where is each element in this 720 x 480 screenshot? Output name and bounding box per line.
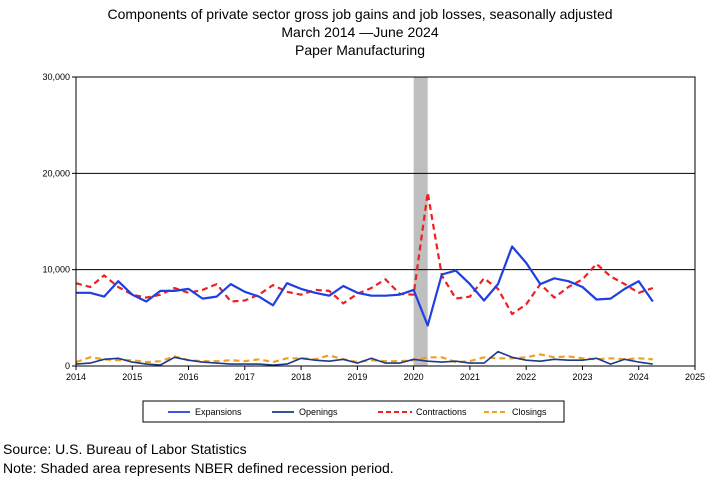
source-note: Source: U.S. Bureau of Labor Statistics — [3, 441, 247, 457]
recession-shading — [413, 77, 428, 366]
series-line-contractions — [75, 191, 654, 316]
legend-item-expansions: Expansions — [168, 407, 242, 417]
recession-note: Note: Shaded area represents NBER define… — [3, 460, 394, 476]
legend-label-openings: Openings — [299, 407, 338, 417]
x-tick-label: 2022 — [516, 372, 536, 382]
y-tick-label: 20,000 — [42, 168, 70, 178]
gridlines — [76, 76, 695, 271]
x-tick-label: 2019 — [347, 372, 367, 382]
x-tick-label: 2023 — [572, 372, 592, 382]
legend-item-contractions: Contractions — [378, 407, 467, 417]
chart-title: Components of private sector gross job g… — [107, 6, 612, 22]
series-line-openings — [75, 350, 653, 366]
y-tick-label: 30,000 — [42, 72, 70, 82]
chart-subtitle-dates: March 2014 —June 2024 — [281, 24, 438, 40]
y-axis: 0 10,000 20,000 30,000 — [42, 72, 76, 371]
chart-subtitle-industry: Paper Manufacturing — [295, 42, 425, 58]
x-tick-label: 2015 — [122, 372, 142, 382]
legend-item-openings: Openings — [272, 407, 338, 417]
y-tick-label: 0 — [65, 361, 70, 371]
x-tick-label: 2018 — [291, 372, 311, 382]
x-tick-label: 2021 — [460, 372, 480, 382]
x-tick-label: 2020 — [404, 372, 424, 382]
x-axis: 2014 2015 2016 2017 2018 2019 2020 2021 2022 2023… — [66, 366, 705, 382]
series-layer — [75, 191, 654, 366]
y-tick-label: 10,000 — [42, 265, 70, 275]
legend: Expansions Openings Contractions Closing… — [142, 400, 565, 423]
legend-item-closings: Closings — [484, 407, 547, 417]
x-tick-label: 2014 — [66, 372, 86, 382]
legend-box — [142, 400, 565, 423]
x-tick-label: 2017 — [235, 372, 255, 382]
plot-frame — [75, 76, 696, 367]
legend-label-closings: Closings — [512, 407, 547, 417]
legend-label-expansions: Expansions — [195, 407, 242, 417]
series-line-expansions — [76, 245, 654, 327]
legend-label-contractions: Contractions — [416, 407, 467, 417]
x-tick-label: 2024 — [629, 372, 649, 382]
x-tick-label: 2025 — [685, 372, 705, 382]
plot-area: 0 10,000 20,000 30,000 2014 2015 2016 2017 2018… — [42, 72, 705, 382]
x-tick-label: 2016 — [179, 372, 199, 382]
